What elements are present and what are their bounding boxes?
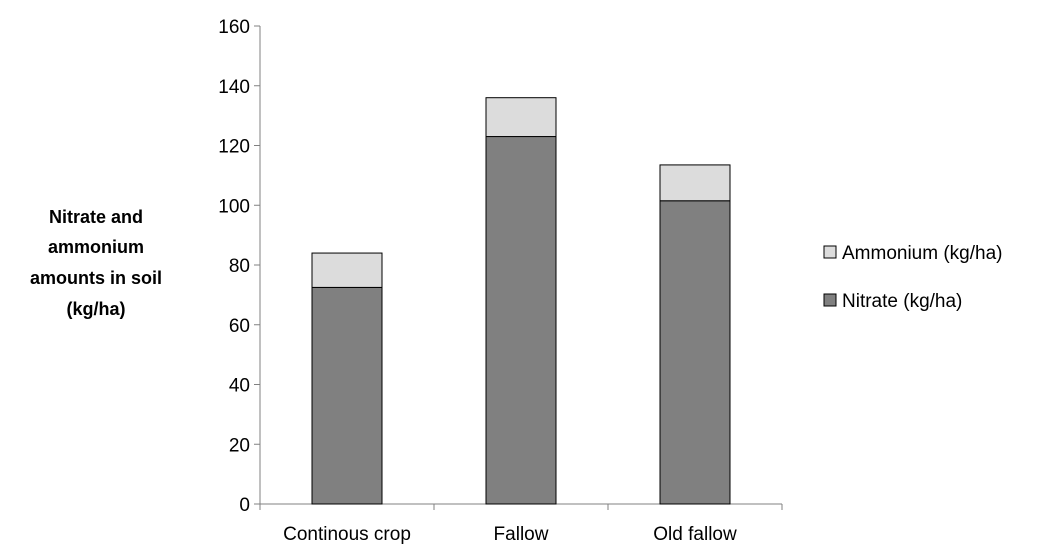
legend-swatch [823,293,837,307]
y-tick-label: 40 [229,376,250,397]
y-tick-label: 0 [239,495,250,516]
bar-segment [311,252,383,288]
y-axis-title-line-1: Nitrate and [49,207,143,227]
x-tick-label: Continous crop [283,524,411,545]
y-tick-label: 80 [229,256,250,277]
y-tick-label: 100 [218,196,250,217]
x-tick-label: Old fallow [653,524,737,545]
y-axis-title-line-2: ammonium [48,237,144,257]
y-tick-label: 160 [218,17,250,38]
bar-segment [485,136,557,505]
y-axis-title-line-4: (kg/ha) [66,299,125,319]
y-tick-label: 120 [218,137,250,158]
legend-label: Nitrate (kg/ha) [842,291,962,312]
legend-label: Ammonium (kg/ha) [842,243,1003,264]
bar-segment [485,97,557,138]
y-tick-label: 60 [229,316,250,337]
legend: Ammonium (kg/ha) Nitrate (kg/ha) [823,243,1003,312]
y-tick-label: 20 [229,435,250,456]
x-tick-label: Fallow [494,524,549,545]
y-axis-title-line-3: amounts in soil [30,268,162,288]
bar-segment [311,286,383,505]
axes: 0 20 40 60 80 100 120 140 160 Continous crop Fallo… [218,17,783,545]
bar-segment [659,164,731,202]
bar-segment [659,200,731,505]
y-tick-label: 140 [218,77,250,98]
legend-swatch [823,245,837,259]
bars [311,97,731,505]
y-axis-title: Nitrate and ammonium amounts in soil (kg… [30,207,162,319]
